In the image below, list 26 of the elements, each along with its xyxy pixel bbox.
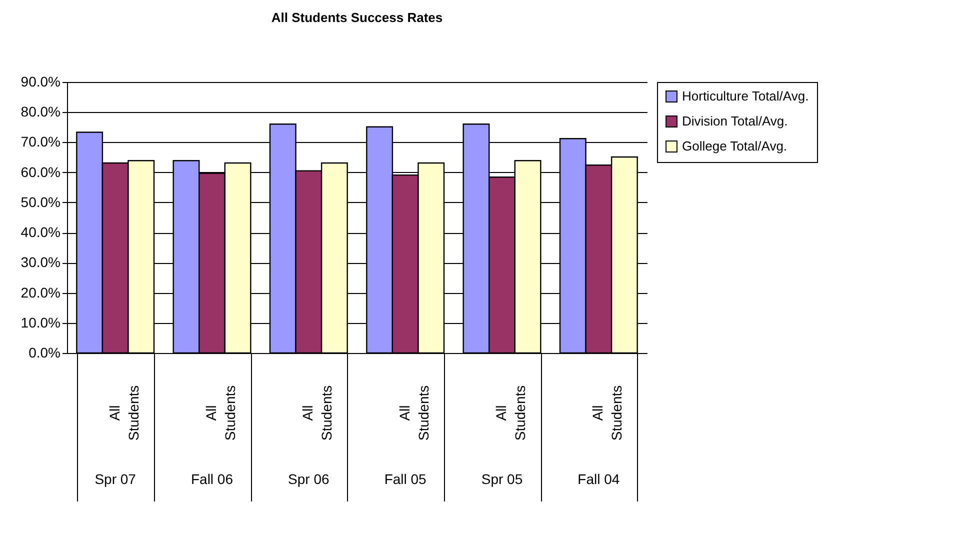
text: Spr 06 (288, 471, 330, 487)
x-tick-label: All Students (493, 385, 528, 441)
x-tick-label: All Students (590, 385, 625, 441)
text: Fall 06 (190, 471, 234, 487)
text: Fall 05 (384, 471, 427, 487)
x-tick-label: All Students (300, 385, 335, 441)
y-tick-label: 50.0% (20, 194, 60, 210)
y-tick-label: 20.0% (20, 284, 60, 300)
y-tick-label: 40.0% (20, 224, 60, 240)
x-tick-label: All Students (106, 385, 142, 441)
y-tick-label: 80.0% (20, 104, 60, 120)
x-tick-label: All Students (203, 385, 238, 441)
y-tick-label: 90.0% (20, 74, 60, 90)
x-tick-label: All Students (396, 385, 432, 441)
text: Fall 04 (578, 471, 620, 487)
y-tick-label: 10.0% (20, 314, 60, 330)
text: Spr 05 (481, 471, 523, 487)
y-tick-label: 70.0% (20, 134, 60, 150)
y-tick-label: 30.0% (20, 254, 60, 270)
legend-label: Division Total/Avg. (682, 114, 788, 128)
legend-label: Gollege Total/Avg. (682, 138, 788, 154)
y-tick-label: 0.0% (28, 344, 60, 360)
chart-title: All Students Success Rates (271, 10, 443, 25)
y-tick-label: 60.0% (20, 164, 60, 180)
legend-label: Horticulture Total/Avg. (682, 88, 809, 104)
text: Spr 07 (94, 471, 136, 487)
